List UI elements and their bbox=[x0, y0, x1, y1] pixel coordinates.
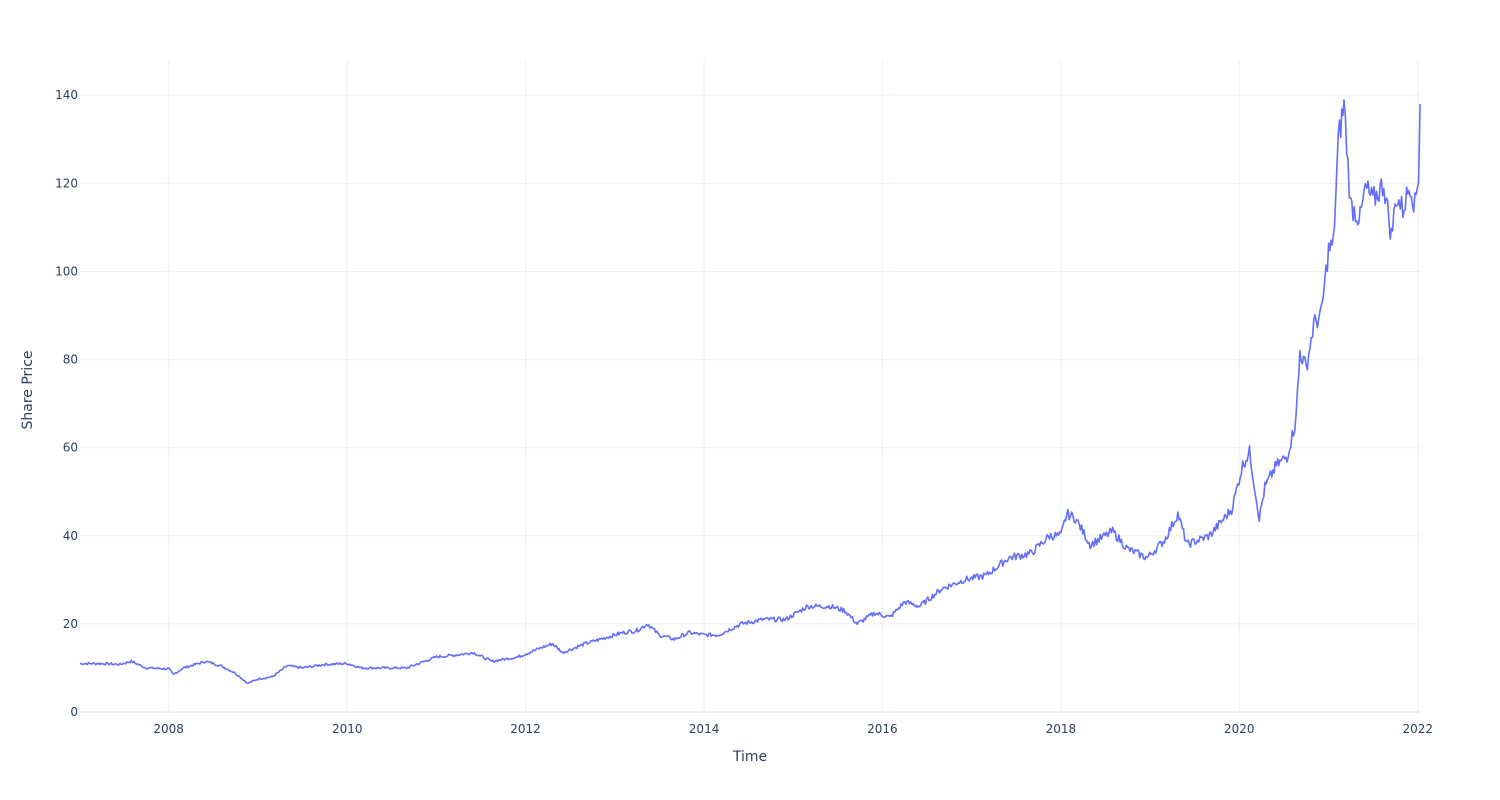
y-tick-label: 0 bbox=[70, 705, 78, 719]
y-tick-label: 140 bbox=[55, 88, 78, 102]
y-tick-label: 100 bbox=[55, 264, 78, 278]
y-tick-label: 20 bbox=[63, 617, 78, 631]
y-tick-label: 120 bbox=[55, 176, 78, 190]
x-tick-label: 2014 bbox=[689, 722, 720, 736]
x-tick-label: 2020 bbox=[1224, 722, 1255, 736]
tick-labels: 0 20 40 60 80 100 120 140 2008 2010 2012 2014 2016 20… bbox=[55, 88, 1433, 736]
x-tick-label: 2010 bbox=[332, 722, 363, 736]
x-axis-title: Time bbox=[732, 749, 767, 765]
grid-layer bbox=[80, 60, 1420, 713]
x-tick-label: 2018 bbox=[1046, 722, 1077, 736]
x-tick-label: 2012 bbox=[510, 722, 541, 736]
x-tick-label: 2022 bbox=[1403, 722, 1434, 736]
series-layer bbox=[79, 99, 1421, 684]
x-tick-label: 2016 bbox=[867, 722, 898, 736]
y-tick-label: 60 bbox=[63, 441, 78, 455]
y-axis-title: Share Price bbox=[20, 350, 36, 429]
x-tick-label: 2008 bbox=[153, 722, 184, 736]
y-tick-label: 80 bbox=[63, 353, 78, 367]
y-tick-label: 40 bbox=[63, 529, 78, 543]
series-line bbox=[79, 99, 1421, 684]
